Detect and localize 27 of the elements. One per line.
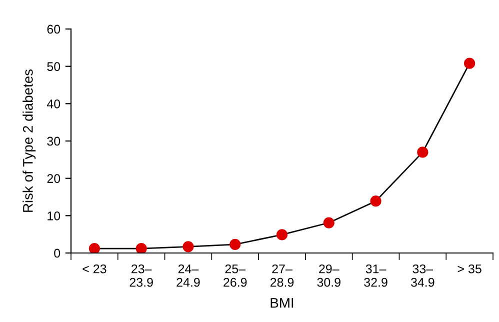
y-tick-label: 10 bbox=[48, 211, 60, 220]
point bbox=[136, 242, 147, 253]
y-tick-label: 0 bbox=[54, 248, 60, 258]
x-tick-label: 29– 30.9 bbox=[317, 264, 340, 287]
y-tick-label: 20 bbox=[47, 174, 60, 183]
x-tick-label: 24– 24.9 bbox=[176, 264, 200, 287]
point bbox=[88, 242, 100, 253]
x-tick-label: 23– 23.9 bbox=[130, 264, 153, 287]
y-tick-label: 50 bbox=[47, 62, 60, 71]
y-tick-label: 40 bbox=[46, 99, 60, 108]
x-tick-label: 31– 32.9 bbox=[364, 264, 388, 287]
point bbox=[370, 196, 382, 207]
point bbox=[276, 229, 288, 240]
x-tick-label: < 23 bbox=[82, 264, 106, 274]
point bbox=[323, 217, 334, 228]
point bbox=[464, 58, 476, 69]
x-axis-title: BMI bbox=[270, 298, 294, 308]
x-tick-label: 27– 28.9 bbox=[270, 264, 294, 287]
x-tick-label: > 35 bbox=[458, 264, 482, 274]
point bbox=[417, 146, 428, 158]
y-axis-title: Risk of Type 2 diabetes bbox=[22, 69, 36, 212]
point bbox=[182, 241, 194, 252]
x-tick-label: 33– 34.9 bbox=[410, 264, 434, 287]
x-tick-label: 25– 26.9 bbox=[224, 264, 247, 287]
y-tick-label: 60 bbox=[47, 24, 60, 34]
y-tick-label: 30 bbox=[47, 136, 60, 146]
point bbox=[230, 238, 241, 250]
